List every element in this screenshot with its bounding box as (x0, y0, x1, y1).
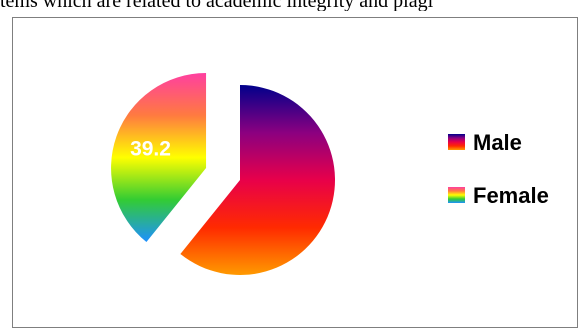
legend: Male Female (448, 130, 549, 208)
data-labels: 39.2 (130, 137, 171, 160)
pie-slice-male (180, 85, 335, 275)
pie-slice-female (111, 73, 207, 242)
pie-slices (111, 73, 335, 275)
legend-label-male: Male (473, 130, 522, 155)
caption-fragment: tems which are related to academic integ… (0, 0, 434, 11)
legend-swatch-female (448, 187, 465, 203)
data-label-female: 39.2 (130, 137, 171, 160)
legend-label-female: Female (473, 183, 549, 208)
legend-swatch-male (448, 134, 465, 150)
